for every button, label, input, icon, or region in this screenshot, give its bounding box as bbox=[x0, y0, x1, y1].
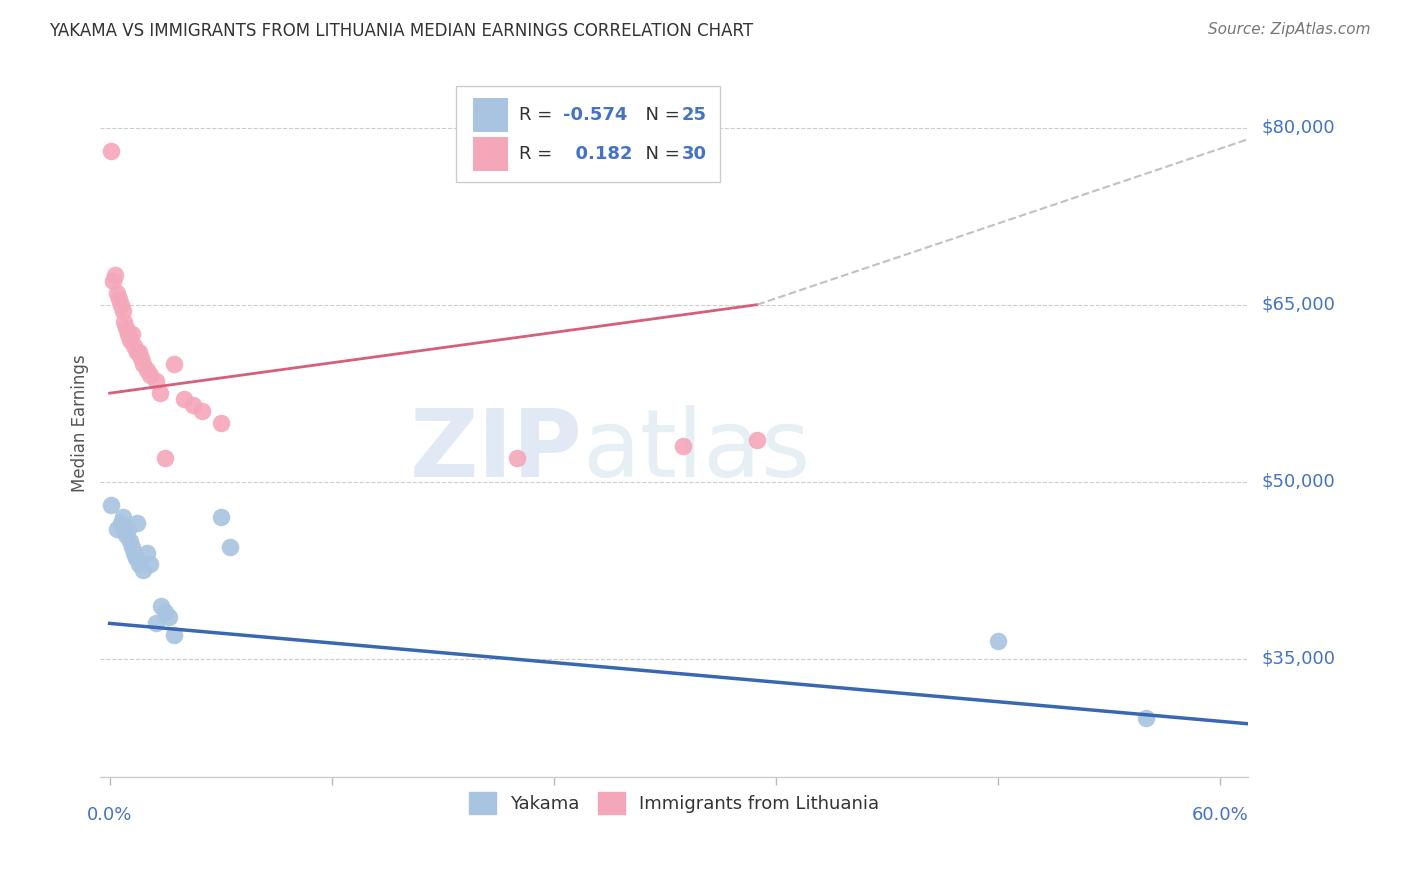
Point bbox=[115, 321, 138, 335]
Point bbox=[105, 285, 128, 300]
Point bbox=[1135, 711, 1157, 725]
Point bbox=[127, 516, 149, 530]
Point bbox=[163, 628, 186, 642]
Point bbox=[112, 522, 135, 536]
Point bbox=[110, 298, 132, 312]
Point bbox=[987, 634, 1010, 648]
Point bbox=[100, 144, 122, 158]
Point bbox=[163, 357, 186, 371]
Point bbox=[139, 558, 162, 572]
Text: $65,000: $65,000 bbox=[1261, 295, 1336, 314]
Point bbox=[153, 451, 176, 466]
Point bbox=[145, 375, 167, 389]
Point bbox=[112, 315, 135, 329]
Point bbox=[110, 516, 132, 530]
Point bbox=[124, 551, 146, 566]
Legend: Yakama, Immigrants from Lithuania: Yakama, Immigrants from Lithuania bbox=[461, 784, 887, 821]
Point bbox=[111, 303, 134, 318]
Point bbox=[191, 404, 214, 418]
Point bbox=[173, 392, 195, 406]
FancyBboxPatch shape bbox=[456, 87, 720, 182]
Point bbox=[128, 558, 150, 572]
Point bbox=[209, 510, 232, 524]
Point bbox=[181, 398, 204, 412]
Point bbox=[115, 528, 138, 542]
Y-axis label: Median Earnings: Median Earnings bbox=[72, 354, 89, 491]
Text: $80,000: $80,000 bbox=[1261, 119, 1336, 136]
Point bbox=[145, 616, 167, 631]
Point bbox=[139, 368, 162, 383]
Point bbox=[108, 292, 131, 306]
Text: atlas: atlas bbox=[582, 405, 810, 497]
Point bbox=[105, 522, 128, 536]
Point bbox=[118, 533, 141, 548]
Point bbox=[135, 545, 157, 559]
Text: 30: 30 bbox=[682, 145, 707, 162]
Point bbox=[121, 327, 143, 342]
Point bbox=[111, 510, 134, 524]
Text: YAKAMA VS IMMIGRANTS FROM LITHUANIA MEDIAN EARNINGS CORRELATION CHART: YAKAMA VS IMMIGRANTS FROM LITHUANIA MEDI… bbox=[49, 22, 754, 40]
Point bbox=[132, 563, 155, 577]
Point bbox=[100, 499, 122, 513]
Point bbox=[122, 545, 145, 559]
Point bbox=[153, 605, 176, 619]
FancyBboxPatch shape bbox=[474, 136, 508, 170]
Point bbox=[150, 599, 173, 613]
FancyBboxPatch shape bbox=[474, 97, 508, 131]
Text: R =: R = bbox=[519, 105, 558, 124]
Point bbox=[103, 274, 125, 288]
Text: 60.0%: 60.0% bbox=[1191, 806, 1249, 824]
Point bbox=[104, 268, 127, 282]
Text: N =: N = bbox=[634, 145, 685, 162]
Text: ZIP: ZIP bbox=[409, 405, 582, 497]
Point bbox=[219, 540, 242, 554]
Text: 0.182: 0.182 bbox=[562, 145, 633, 162]
Text: 0.0%: 0.0% bbox=[87, 806, 132, 824]
Point bbox=[122, 339, 145, 353]
Point bbox=[672, 439, 695, 453]
Point bbox=[121, 540, 143, 554]
Point bbox=[148, 386, 170, 401]
Point bbox=[132, 357, 155, 371]
Point bbox=[506, 451, 529, 466]
Text: -0.574: -0.574 bbox=[562, 105, 627, 124]
Point bbox=[117, 327, 139, 342]
Point bbox=[209, 416, 232, 430]
Point bbox=[128, 344, 150, 359]
Point bbox=[118, 333, 141, 347]
Text: 25: 25 bbox=[682, 105, 707, 124]
Point bbox=[157, 610, 180, 624]
Text: R =: R = bbox=[519, 145, 558, 162]
Text: $35,000: $35,000 bbox=[1261, 649, 1336, 668]
Point bbox=[135, 362, 157, 376]
Text: $50,000: $50,000 bbox=[1261, 473, 1336, 491]
Point bbox=[117, 522, 139, 536]
Point bbox=[127, 344, 149, 359]
Point bbox=[129, 351, 152, 365]
Text: N =: N = bbox=[634, 105, 685, 124]
Text: Source: ZipAtlas.com: Source: ZipAtlas.com bbox=[1208, 22, 1371, 37]
Point bbox=[747, 434, 769, 448]
